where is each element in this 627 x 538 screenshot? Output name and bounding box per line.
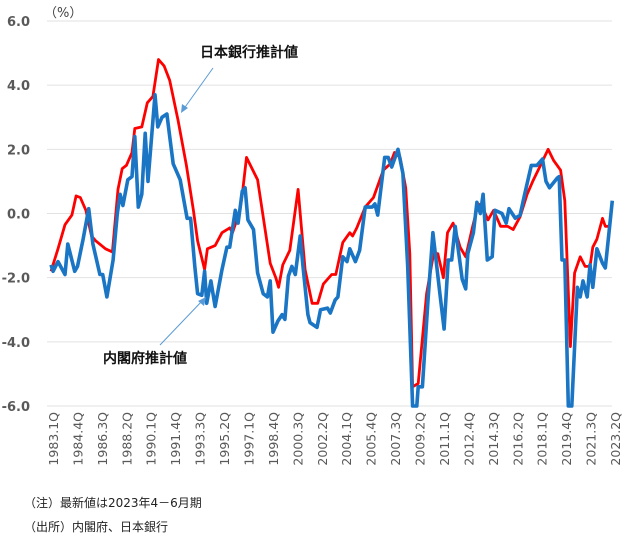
- x-axis-tick-labels: 1983.1Q 1984.4Q 1986.3Q 1988.2Q 1990.1Q 1991.…: [46, 412, 623, 466]
- x-tick-label: 2021.3Q: [584, 412, 599, 466]
- cabinet-office-annotation-label: 内閣府推計値: [103, 350, 187, 367]
- x-tick-label: 1984.4Q: [70, 412, 85, 466]
- x-tick-label: 1991.4Q: [168, 412, 183, 466]
- x-tick-label: 1986.3Q: [95, 412, 110, 466]
- footnote-note: （注）最新値は2023年4－6月期: [24, 495, 202, 510]
- x-tick-label: 1993.3Q: [193, 412, 208, 466]
- x-tick-label: 2005.4Q: [364, 412, 379, 466]
- x-tick-label: 2002.2Q: [315, 412, 330, 466]
- x-tick-label: 1990.1Q: [144, 412, 159, 466]
- series-lines: [49, 58, 615, 408]
- cabinet-office-estimate-line: [49, 93, 615, 408]
- x-tick-label: 2019.4Q: [559, 412, 574, 466]
- x-tick-label: 2004.1Q: [339, 412, 354, 466]
- y-tick-label: -2.0: [2, 272, 30, 287]
- y-tick-label: -6.0: [2, 400, 30, 415]
- y-axis-unit-label: （%）: [44, 6, 82, 21]
- boj-annotation-label: 日本銀行推計値: [200, 44, 298, 61]
- cabinet-office-annotation-arrow: [159, 299, 204, 346]
- y-tick-label: 2.0: [7, 143, 30, 158]
- boj-annotation-arrowhead: [181, 104, 188, 113]
- x-tick-label: 1983.1Q: [46, 412, 61, 466]
- cabinet-office-annotation-arrowhead: [198, 297, 206, 306]
- boj-annotation-arrow: [182, 67, 214, 111]
- x-tick-label: 2014.3Q: [486, 412, 501, 466]
- x-tick-label: 1998.4Q: [266, 412, 281, 466]
- x-tick-label: 2023.2Q: [608, 412, 623, 466]
- y-axis-tick-labels: 6.0 4.0 2.0 0.0 -2.0 -4.0 -6.0: [2, 15, 30, 415]
- x-tick-label: 1995.2Q: [217, 412, 232, 466]
- x-tick-label: 2016.2Q: [510, 412, 525, 466]
- footnote-source: （出所）内閣府、日本銀行: [24, 519, 168, 534]
- x-tick-label: 2011.1Q: [437, 412, 452, 466]
- y-tick-label: 4.0: [7, 79, 30, 94]
- boj-estimate-line: [49, 58, 609, 389]
- x-tick-label: 2018.1Q: [535, 412, 550, 466]
- x-tick-label: 1997.1Q: [241, 412, 256, 466]
- x-tick-label: 2012.4Q: [461, 412, 476, 466]
- gridlines: [47, 20, 612, 407]
- y-tick-label: -4.0: [2, 336, 30, 351]
- y-tick-label: 0.0: [7, 208, 30, 223]
- x-tick-label: 2007.3Q: [388, 412, 403, 466]
- y-tick-label: 6.0: [7, 15, 30, 30]
- x-tick-label: 2009.2Q: [413, 412, 428, 466]
- x-tick-label: 1988.2Q: [119, 412, 134, 466]
- x-tick-label: 2000.3Q: [290, 412, 305, 466]
